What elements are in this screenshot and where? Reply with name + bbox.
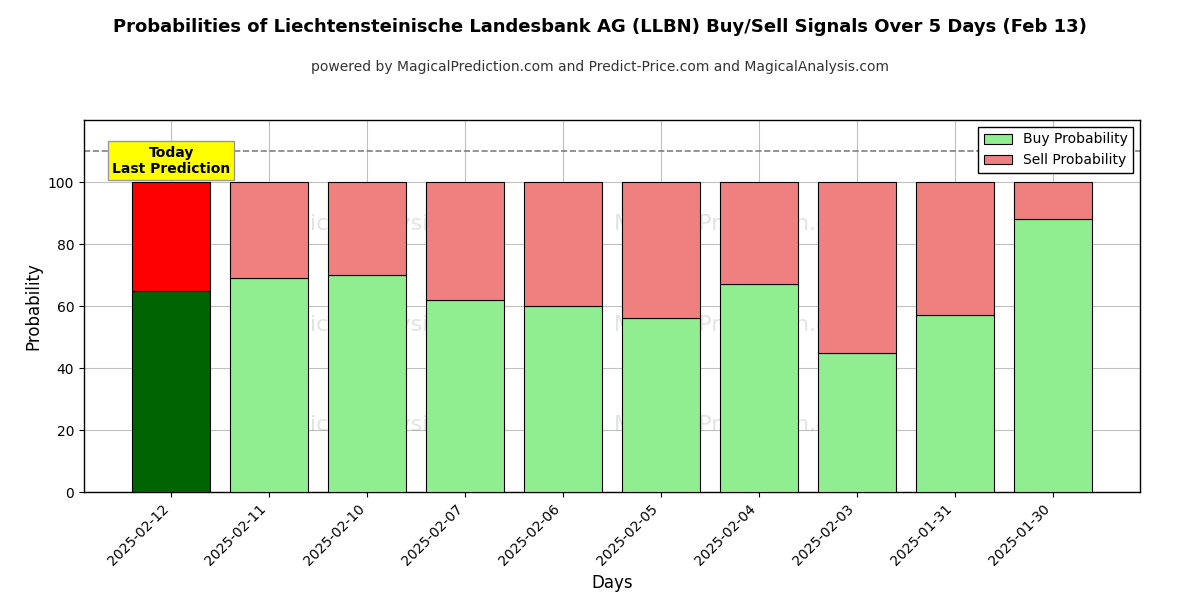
Text: MagicalPrediction.com: MagicalPrediction.com (613, 415, 864, 435)
Text: powered by MagicalPrediction.com and Predict-Price.com and MagicalAnalysis.com: powered by MagicalPrediction.com and Pre… (311, 60, 889, 74)
Y-axis label: Probability: Probability (24, 262, 42, 350)
Legend: Buy Probability, Sell Probability: Buy Probability, Sell Probability (978, 127, 1133, 173)
Text: Today
Last Prediction: Today Last Prediction (112, 146, 230, 176)
Bar (817, 352, 896, 492)
Bar (132, 290, 210, 492)
Bar (524, 306, 602, 492)
Bar (230, 182, 308, 278)
Bar (720, 284, 798, 492)
Bar (622, 182, 700, 319)
Bar (1014, 219, 1092, 492)
Bar (1014, 182, 1092, 219)
Bar (230, 278, 308, 492)
Text: MagicalAnalysis.com: MagicalAnalysis.com (264, 214, 496, 234)
Bar (426, 300, 504, 492)
Text: MagicalAnalysis.com: MagicalAnalysis.com (264, 415, 496, 435)
Bar (524, 182, 602, 306)
Text: MagicalPrediction.com: MagicalPrediction.com (613, 314, 864, 335)
Bar (328, 275, 407, 492)
Text: Probabilities of Liechtensteinische Landesbank AG (LLBN) Buy/Sell Signals Over 5: Probabilities of Liechtensteinische Land… (113, 18, 1087, 36)
Bar (720, 182, 798, 284)
Text: MagicalAnalysis.com: MagicalAnalysis.com (264, 314, 496, 335)
Text: MagicalPrediction.com: MagicalPrediction.com (613, 214, 864, 234)
Bar (328, 182, 407, 275)
Bar (622, 319, 700, 492)
X-axis label: Days: Days (592, 574, 632, 592)
Bar (817, 182, 896, 352)
Bar (426, 182, 504, 300)
Bar (132, 182, 210, 290)
Bar (916, 315, 994, 492)
Bar (916, 182, 994, 315)
